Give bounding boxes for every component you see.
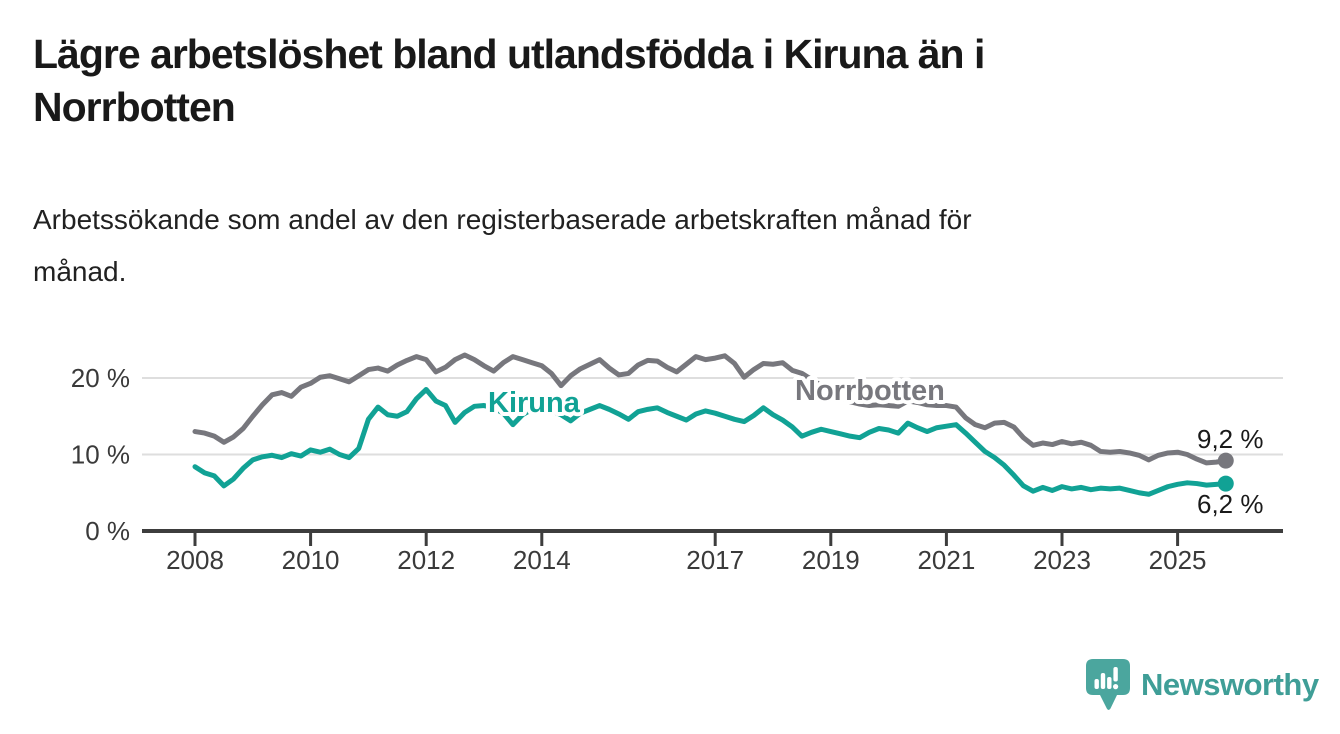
chart-title: Lägre arbetslöshet bland utlandsfödda i … (33, 31, 985, 130)
y-axis-label: 20 % (71, 363, 130, 393)
x-axis-label: 2010 (282, 545, 340, 575)
x-axis-label: 2021 (917, 545, 975, 575)
newsworthy-wordmark: Newsworthy (1141, 667, 1319, 702)
x-axis-label: 2014 (513, 545, 571, 575)
norrbotten-series-label: Norrbotten (795, 375, 945, 407)
end-dots-layer (1217, 452, 1234, 492)
norrbotten-end-value: 9,2 % (1197, 424, 1264, 454)
kiruna-series-label: Kiruna (488, 387, 581, 419)
kiruna-line (192, 386, 1229, 497)
x-axis-label: 2025 (1149, 545, 1207, 575)
x-axis-label: 2023 (1033, 545, 1091, 575)
x-axis-label: 2008 (166, 545, 224, 575)
newsworthy-bubble-chart-icon (1086, 659, 1130, 710)
norrbotten-line (192, 352, 1229, 466)
x-axis-label: 2017 (686, 545, 744, 575)
x-axis-label: 2019 (802, 545, 860, 575)
axis-layer: 2008 2010 2012 2014 2017 2019 2021 2023 2025 (142, 529, 1283, 575)
y-axis-label: 10 % (71, 440, 130, 470)
x-axis-label: 2012 (397, 545, 455, 575)
newsworthy-logo: Newsworthy (1086, 659, 1319, 711)
grid-layer: 0 % 10 % 20 % (71, 363, 1283, 546)
kiruna-end-dot (1217, 475, 1234, 492)
norrbotten-end-dot (1217, 452, 1234, 469)
y-axis-label: 0 % (85, 516, 130, 546)
chart-subtitle: Arbetssökande som andel av den registerb… (33, 204, 972, 287)
kiruna-end-value: 6,2 % (1197, 489, 1264, 519)
